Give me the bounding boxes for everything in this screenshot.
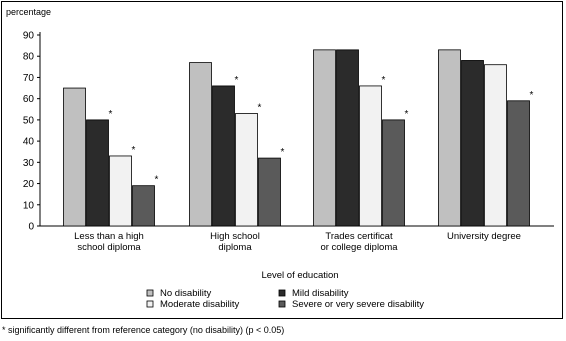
x-axis-label: Level of education <box>261 270 338 281</box>
bar <box>438 49 461 227</box>
significance-marker: * <box>155 175 159 186</box>
bar <box>109 155 132 227</box>
bar <box>336 49 359 227</box>
legend-label: Mild disability <box>292 288 349 299</box>
significance-marker: * <box>132 145 136 156</box>
x-tick-label: or college diploma <box>320 242 398 253</box>
bar <box>86 119 109 227</box>
legend-swatch <box>146 300 154 308</box>
bar <box>461 60 484 227</box>
legend-swatch <box>278 289 286 297</box>
bar <box>382 119 405 227</box>
y-tick-label: 40 <box>23 137 35 148</box>
x-tick-label: school diploma <box>77 242 141 253</box>
y-axis-label: percentage <box>6 7 51 17</box>
legend-label: No disability <box>160 288 211 299</box>
y-tick-label: 30 <box>23 158 35 169</box>
y-tick-label: 70 <box>23 73 35 84</box>
significance-marker: * <box>109 109 113 120</box>
bar-chart: percentage 0 10 20 30 40 50 60 70 80 90 * * * Less tha… <box>6 7 554 310</box>
y-tick-label: 20 <box>23 179 35 190</box>
legend-swatch <box>146 289 154 297</box>
x-tick-label: Trades certificat <box>325 231 393 242</box>
bar <box>212 85 235 227</box>
y-tick-label: 80 <box>23 52 35 63</box>
y-tick-label: 60 <box>23 94 35 105</box>
bar <box>189 62 212 227</box>
y-tick-label: 10 <box>23 200 35 211</box>
bar <box>313 49 336 227</box>
legend-swatch <box>278 300 286 308</box>
legend-label: Moderate disability <box>160 299 239 310</box>
significance-marker: * <box>235 75 239 86</box>
bar <box>132 185 155 227</box>
bar <box>63 87 86 227</box>
significance-marker: * <box>382 75 386 86</box>
bar <box>359 85 382 227</box>
bar <box>258 157 281 227</box>
y-tick-label: 50 <box>23 115 35 126</box>
x-tick-label: Less than a high <box>74 231 144 242</box>
legend-label: Severe or very severe disability <box>292 299 424 310</box>
significance-marker: * <box>281 147 285 158</box>
y-tick-label: 90 <box>23 31 35 42</box>
x-tick-label: University degree <box>447 231 521 242</box>
bar <box>235 113 258 227</box>
x-tick-label: High school <box>210 231 260 242</box>
significance-marker: * <box>405 109 409 120</box>
chart-frame: percentage 0 10 20 30 40 50 60 70 80 90 * * * Less tha… <box>1 1 563 319</box>
footnote: * significantly different from reference… <box>2 325 285 335</box>
significance-marker: * <box>530 90 534 101</box>
bar <box>484 64 507 227</box>
x-tick-label: diploma <box>218 242 252 253</box>
bar <box>507 100 530 227</box>
significance-marker: * <box>258 103 262 114</box>
y-tick-label: 0 <box>28 222 34 233</box>
